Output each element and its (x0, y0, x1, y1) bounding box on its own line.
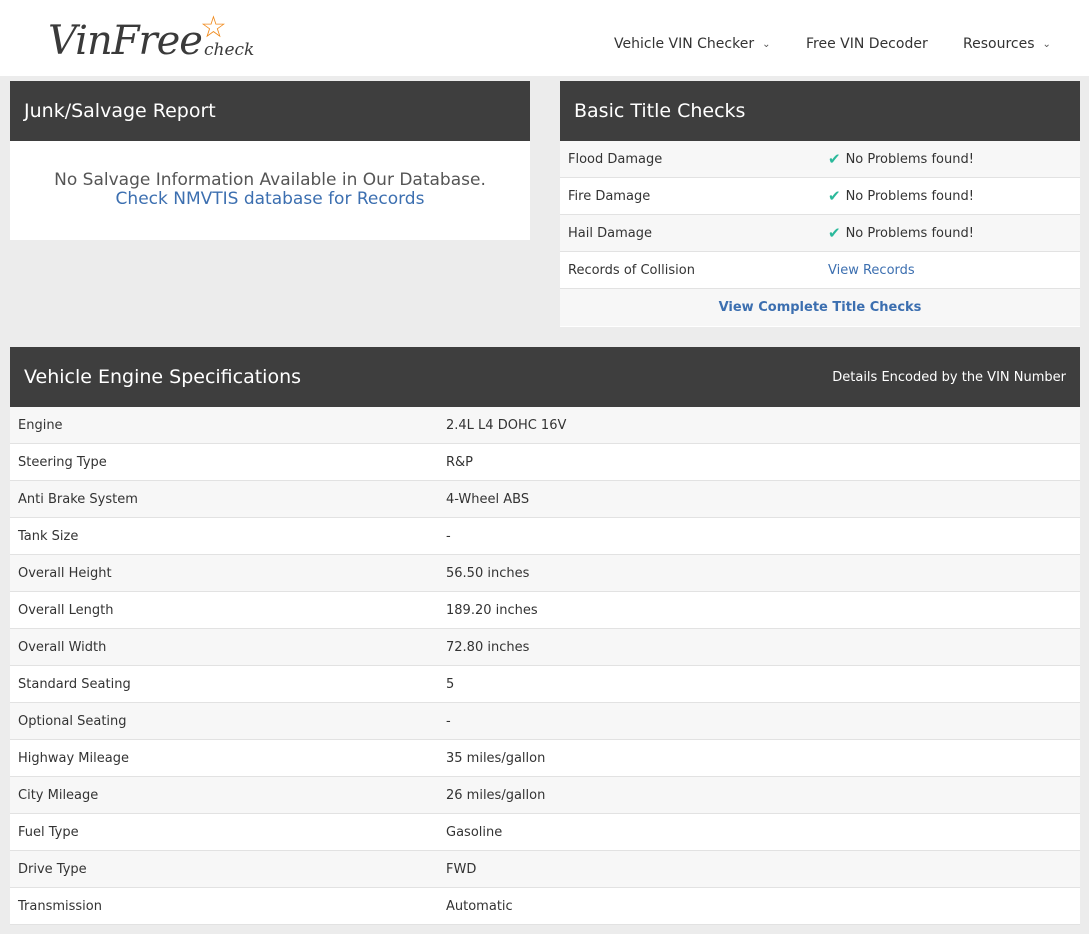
check-status: No Problems found! (845, 225, 974, 241)
spec-label: Overall Height (18, 565, 112, 581)
nav-label: Free VIN Decoder (806, 36, 928, 52)
spec-row: Optional Seating - (10, 703, 1080, 740)
check-status: No Problems found! (845, 188, 974, 204)
panel-header: Basic Title Checks (560, 81, 1080, 141)
spec-label: Highway Mileage (18, 750, 129, 766)
spec-row: Transmission Automatic (10, 888, 1080, 925)
spec-value: Automatic (446, 898, 513, 914)
logo-subtext: check (203, 40, 255, 60)
checkmark-icon: ✔ (828, 187, 841, 205)
salvage-message: No Salvage Information Available in Our … (54, 170, 486, 190)
spec-label: Anti Brake System (18, 491, 138, 507)
spec-row: Tank Size - (10, 518, 1080, 555)
title-checks-panel: Basic Title Checks Flood Damage ✔ No Probl… (560, 81, 1080, 327)
check-label: Hail Damage (568, 225, 652, 241)
spec-row: Highway Mileage 35 miles/gallon (10, 740, 1080, 777)
spec-value: 72.80 inches (446, 639, 530, 655)
spec-row: City Mileage 26 miles/gallon (10, 777, 1080, 814)
view-records-link[interactable]: View Records (828, 262, 915, 278)
nmvtis-link[interactable]: Check NMVTIS database for Records (115, 189, 425, 209)
spec-row: Engine 2.4L L4 DOHC 16V (10, 407, 1080, 444)
spec-row: Drive Type FWD (10, 851, 1080, 888)
spec-value: 2.4L L4 DOHC 16V (446, 417, 567, 433)
spec-row: Overall Length 189.20 inches (10, 592, 1080, 629)
top-nav-bar: VinFree check ☆ Vehicle VIN Checker ⌄ Fre… (0, 0, 1089, 76)
spec-label: Standard Seating (18, 676, 131, 692)
logo-text: VinFree (48, 18, 203, 64)
view-complete-title-checks-link[interactable]: View Complete Title Checks (560, 289, 1080, 326)
spec-value: R&P (446, 454, 474, 470)
spec-label: Optional Seating (18, 713, 127, 729)
nav-label: Vehicle VIN Checker (614, 36, 755, 52)
salvage-report-panel: Junk/Salvage Report No Salvage Informati… (10, 81, 530, 240)
spec-label: City Mileage (18, 787, 99, 803)
panel-subtitle: Details Encoded by the VIN Number (832, 369, 1066, 385)
nav-free-vin-decoder[interactable]: Free VIN Decoder (806, 36, 928, 52)
spec-value: 56.50 inches (446, 565, 530, 581)
spec-row: Steering Type R&P (10, 444, 1080, 481)
chevron-down-icon: ⌄ (762, 38, 771, 50)
check-label: Flood Damage (568, 151, 663, 167)
spec-label: Transmission (18, 898, 102, 914)
panel-title: Basic Title Checks (574, 100, 746, 122)
spec-label: Tank Size (18, 528, 79, 544)
nav-label: Resources (963, 36, 1035, 52)
spec-row: Anti Brake System 4-Wheel ABS (10, 481, 1080, 518)
nav-resources[interactable]: Resources ⌄ (963, 36, 1051, 52)
spec-row: Fuel Type Gasoline (10, 814, 1080, 851)
engine-specs-panel: Vehicle Engine Specifications Details Enc… (10, 347, 1080, 925)
panel-title: Junk/Salvage Report (24, 100, 216, 122)
spec-value: 189.20 inches (446, 602, 538, 618)
title-check-row: Records of Collision View Records (560, 252, 1080, 289)
spec-value: - (446, 528, 451, 544)
vinfreecheck-logo[interactable]: VinFree check ☆ (48, 10, 255, 64)
spec-row: Overall Width 72.80 inches (10, 629, 1080, 666)
spec-value: 5 (446, 676, 455, 692)
chevron-down-icon: ⌄ (1042, 38, 1051, 50)
spec-row: Standard Seating 5 (10, 666, 1080, 703)
check-label: Records of Collision (568, 262, 695, 278)
spec-label: Engine (18, 417, 63, 433)
nav-vehicle-vin-checker[interactable]: Vehicle VIN Checker ⌄ (614, 36, 770, 52)
star-icon: ☆ (200, 10, 227, 45)
spec-value: Gasoline (446, 824, 503, 840)
spec-value: FWD (446, 861, 477, 877)
spec-value: 26 miles/gallon (446, 787, 546, 803)
spec-label: Fuel Type (18, 824, 79, 840)
panel-header: Junk/Salvage Report (10, 81, 530, 141)
spec-label: Steering Type (18, 454, 107, 470)
title-check-row: Flood Damage ✔ No Problems found! (560, 141, 1080, 178)
title-check-row: Fire Damage ✔ No Problems found! (560, 178, 1080, 215)
spec-row: Overall Height 56.50 inches (10, 555, 1080, 592)
spec-value: 4-Wheel ABS (446, 491, 530, 507)
title-check-row: Hail Damage ✔ No Problems found! (560, 215, 1080, 252)
spec-label: Drive Type (18, 861, 87, 877)
checkmark-icon: ✔ (828, 150, 841, 168)
spec-label: Overall Length (18, 602, 114, 618)
check-status: No Problems found! (845, 151, 974, 167)
check-label: Fire Damage (568, 188, 651, 204)
checkmark-icon: ✔ (828, 224, 841, 242)
spec-value: 35 miles/gallon (446, 750, 546, 766)
spec-label: Overall Width (18, 639, 107, 655)
panel-header: Vehicle Engine Specifications Details Enc… (10, 347, 1080, 407)
panel-title: Vehicle Engine Specifications (24, 366, 302, 388)
spec-value: - (446, 713, 451, 729)
